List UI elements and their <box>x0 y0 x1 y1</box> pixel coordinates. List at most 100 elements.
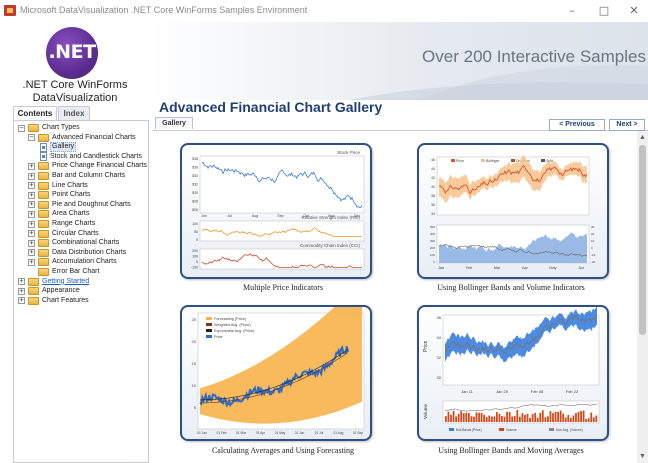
gallery-card-bollinger-moving-averages[interactable]: Price Volume Boll.Bands (Price) Volume Mov… <box>417 305 609 441</box>
volume-bar <box>521 413 524 422</box>
tick-label: Aug <box>252 214 258 218</box>
expand-icon[interactable]: + <box>28 209 35 218</box>
tree-item[interactable]: + Appearance <box>14 286 148 296</box>
tick-label: Dec <box>354 214 360 218</box>
vertical-scrollbar[interactable]: ▲ ▼ <box>637 131 648 463</box>
tab-gallery[interactable]: Gallery <box>155 117 193 129</box>
folder-icon <box>38 210 49 219</box>
collapse-icon[interactable]: − <box>18 123 25 132</box>
volume-bar <box>518 416 521 422</box>
maximize-button[interactable]: □ <box>598 4 610 17</box>
tick-label: Sep <box>277 214 283 218</box>
tick-label: 25 <box>192 317 197 322</box>
tree-item[interactable]: + Line Charts <box>14 181 148 191</box>
expand-icon[interactable]: + <box>28 238 35 247</box>
tree-item[interactable]: + Chart Features <box>14 296 148 306</box>
tick-label: Jul <box>227 214 232 218</box>
folder-icon <box>38 268 49 276</box>
header-slogan: Over 200 Interactive Samples <box>422 47 646 66</box>
caption-bollinger-moving-averages[interactable]: Using Bollinger Bands and Moving Average… <box>438 446 584 455</box>
caption-averages-forecasting[interactable]: Calculating Averages and Using Forecasti… <box>211 446 355 455</box>
tree-item-label: Line Charts <box>52 181 88 189</box>
tree-item[interactable]: + Combinational Charts <box>14 238 148 248</box>
tree-item[interactable]: − Advanced Financial Charts <box>14 133 148 143</box>
tick-label: 20 <box>192 339 197 344</box>
expand-icon[interactable]: + <box>28 171 35 180</box>
expand-icon[interactable]: + <box>18 286 25 295</box>
folder-icon <box>28 296 39 305</box>
expand-icon[interactable]: + <box>18 296 25 305</box>
tree-item[interactable]: + Accumulation Charts <box>14 257 148 267</box>
tick-label: 01 Jun <box>295 431 305 435</box>
card1-tick-labels: $38$36$34$32$30$28$261005002001000-100Ju… <box>191 157 360 270</box>
tab-contents[interactable]: Contents <box>13 106 57 121</box>
expand-icon[interactable]: + <box>28 248 35 257</box>
volume-bar <box>582 410 585 422</box>
tree-item-label: Pie and Doughnut Charts <box>52 200 131 208</box>
volume-bar <box>490 416 493 422</box>
tick-label: 200 <box>430 246 435 250</box>
tree-item[interactable]: + Range Charts <box>14 219 148 229</box>
gallery-card-multiple-price-indicators[interactable]: Stock Price Relative Strength Index (RSI… <box>180 143 372 279</box>
caption-multiple-price-indicators[interactable]: Multiple Price Indicators <box>243 283 323 292</box>
tick-label: 50 <box>194 230 198 234</box>
folder-icon <box>38 133 49 142</box>
volume-bar <box>569 417 572 422</box>
tick-label: 10 <box>192 383 197 388</box>
minimize-button[interactable]: – <box>569 4 575 17</box>
gallery-card-bollinger-volume[interactable]: PriceBollingerDividendSplitVolumePrice/V… <box>417 143 609 279</box>
tree-item[interactable]: + Area Charts <box>14 209 148 219</box>
tree-item[interactable]: + Point Charts <box>14 190 148 200</box>
expand-icon[interactable]: + <box>18 277 25 286</box>
tree-item[interactable]: + Pie and Doughnut Charts <box>14 200 148 210</box>
scroll-down-arrow-icon[interactable]: ▼ <box>639 453 646 460</box>
tick-label: Oct <box>303 214 308 218</box>
expand-icon[interactable]: + <box>28 161 35 170</box>
tab-index[interactable]: Index <box>58 106 90 120</box>
previous-button[interactable]: < Previous <box>549 119 605 131</box>
thumbnail-chart-price-indicators: Stock Price Relative Strength Index (RSI… <box>191 150 365 270</box>
caption-bollinger-volume[interactable]: Using Bollinger Bands and Volume Indicat… <box>437 283 585 292</box>
volume-bar <box>585 418 588 422</box>
tree-item[interactable]: + Circular Charts <box>14 229 148 239</box>
expand-icon[interactable]: + <box>28 190 35 199</box>
expand-icon[interactable]: + <box>28 219 35 228</box>
tick-label: -10 <box>591 253 596 257</box>
legend-swatch <box>541 159 545 162</box>
expand-icon[interactable]: + <box>28 229 35 238</box>
tick-label: 0 <box>196 260 198 264</box>
bollinger-band <box>445 307 597 363</box>
volume-bar <box>506 411 508 422</box>
tree-item[interactable]: + Getting Started <box>14 277 148 287</box>
panel2-title: Relative Strength Index (RSI) <box>301 215 360 220</box>
tree-item[interactable]: Stock and Candlestick Charts <box>14 152 148 162</box>
thumbnail-chart-bollinger-volume: PriceBollingerDividendSplitVolumePrice/V… <box>430 154 596 270</box>
tree-item[interactable]: + Price Change Financial Charts <box>14 161 148 171</box>
gallery-card-averages-forecasting[interactable]: Forecasting (Price) Weighted Avg. (Price)… <box>180 305 372 441</box>
tree-item-label: Range Charts <box>52 220 96 227</box>
tree-item[interactable]: + Bar and Column Charts <box>14 171 148 181</box>
scroll-up-arrow-icon[interactable]: ▲ <box>639 134 646 141</box>
panel3-title: Commodity Chain Index (CCI) <box>300 243 361 248</box>
tree-item[interactable]: + Data Distribution Charts <box>14 248 148 258</box>
tick-label: 34 <box>437 335 442 340</box>
tree-item-label: Gallery <box>50 142 77 153</box>
tree-item[interactable]: − Chart Types <box>14 123 148 133</box>
price-series <box>444 314 598 354</box>
tree-item-label: Chart Types <box>42 124 80 131</box>
collapse-icon[interactable]: − <box>28 133 35 142</box>
tree-item[interactable]: Error Bar Chart <box>14 267 148 277</box>
expand-icon[interactable]: + <box>28 181 35 190</box>
tree-item[interactable]: Gallery <box>14 142 148 153</box>
tree-item-label: Advanced Financial Charts <box>52 133 136 141</box>
tick-label: Nov <box>328 214 334 218</box>
close-button[interactable]: ✕ <box>629 4 639 17</box>
expand-icon[interactable]: + <box>28 200 35 209</box>
expand-icon[interactable]: + <box>28 257 35 266</box>
tick-label: $30 <box>192 191 198 195</box>
scrollbar-thumb[interactable] <box>639 145 646 335</box>
volume-bar <box>552 413 554 422</box>
next-button[interactable]: Next > <box>609 119 645 131</box>
tick-label: $38 <box>192 157 198 161</box>
legend-label: Mov.Avg. (Volume) <box>556 428 583 432</box>
